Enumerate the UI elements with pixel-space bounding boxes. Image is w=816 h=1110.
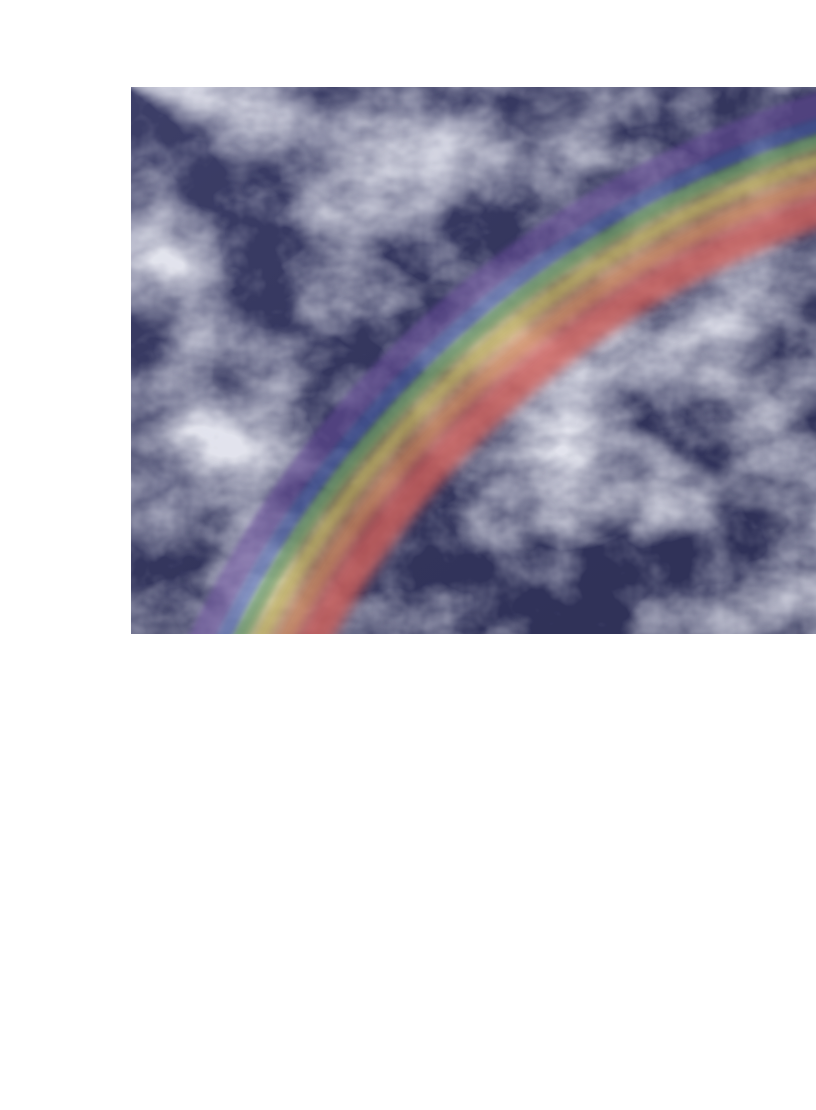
rainbow-sky-canvas bbox=[131, 87, 816, 634]
rainbow-sky-image bbox=[131, 87, 816, 634]
